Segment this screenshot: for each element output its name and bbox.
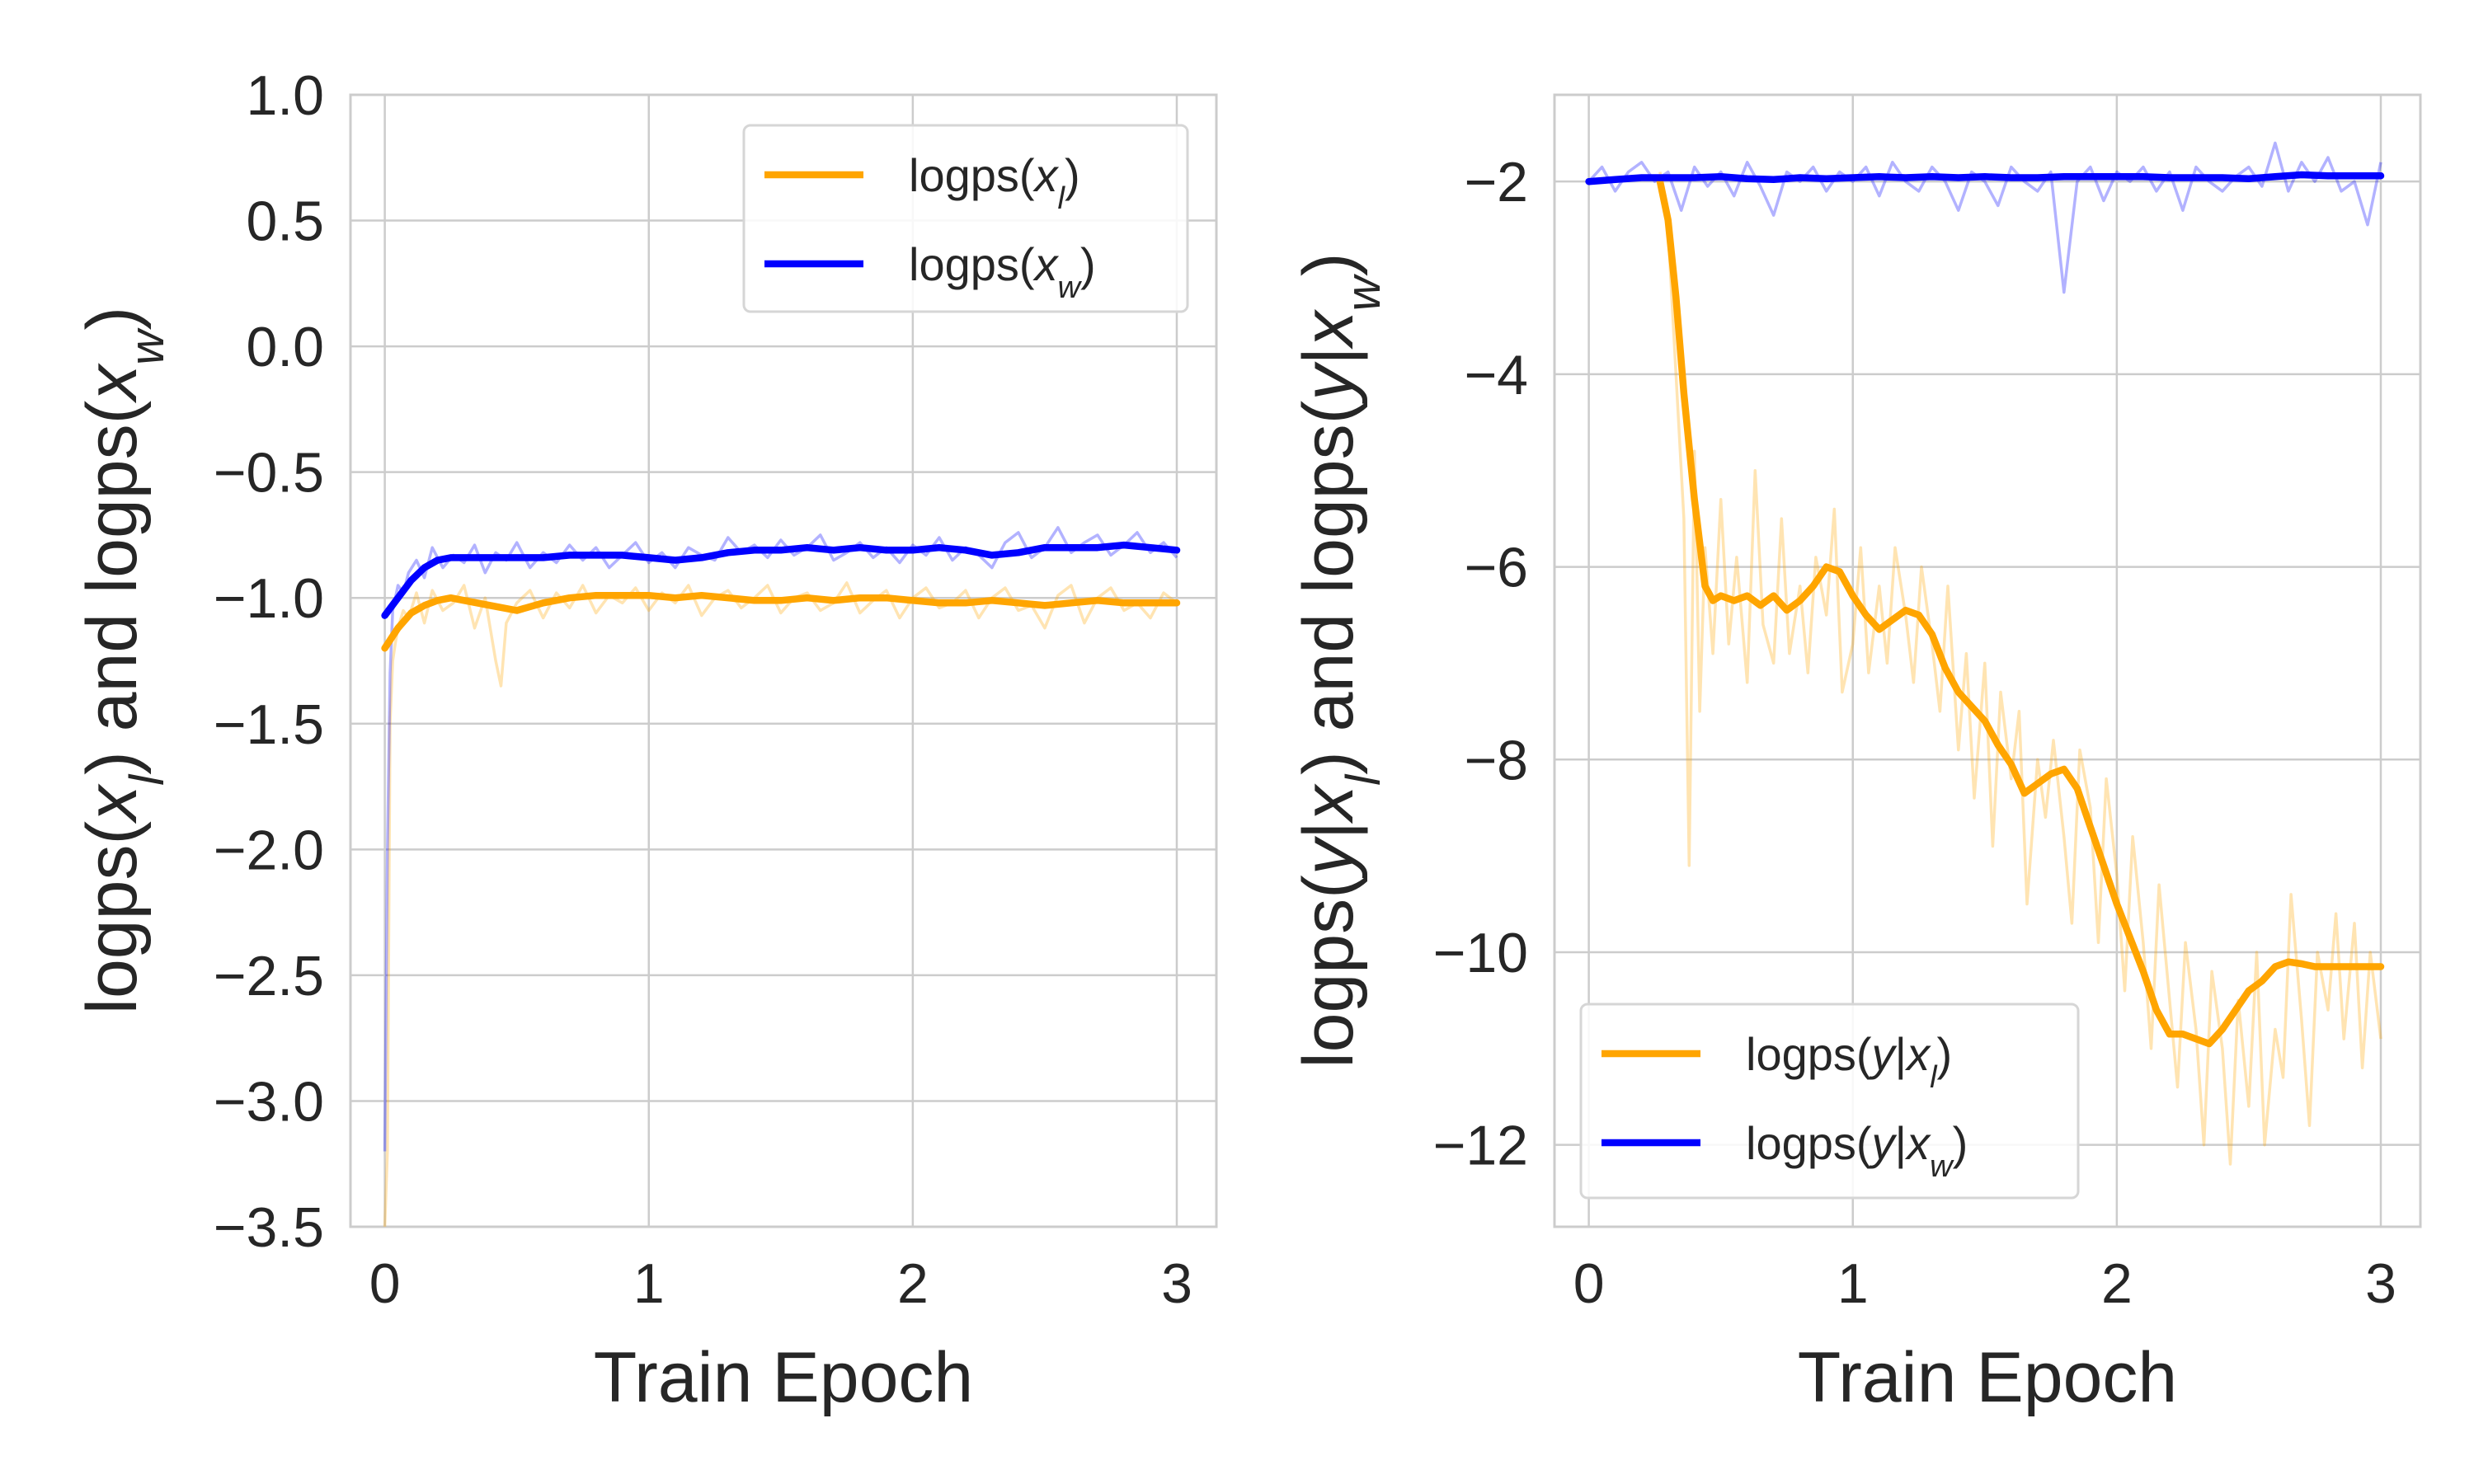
text-part: y	[1289, 361, 1368, 405]
legend-label-1: logps(y|xw)	[1746, 1117, 1968, 1184]
series-smoothed-line-0	[1656, 177, 2385, 1048]
y-tick-label: −8	[1464, 729, 1528, 791]
text-part: y	[1289, 835, 1368, 879]
series-raw-line-0	[383, 581, 1178, 1227]
y-tick-label: −3.0	[214, 1070, 324, 1133]
text-part: logps(	[1289, 875, 1368, 1068]
text-part: logps(	[909, 238, 1035, 290]
text-part: x	[1032, 149, 1060, 201]
legend-label-0: logps(y|xl)	[1746, 1028, 1952, 1095]
text-part: y	[1869, 1028, 1898, 1080]
y-tick-label: −2.0	[214, 819, 324, 881]
text-part: |	[1895, 1117, 1907, 1169]
text-part: ) and logps(	[1289, 400, 1368, 775]
text-part: |	[1289, 346, 1368, 364]
text-part: ) and logps(	[73, 400, 152, 775]
x-tick-label: 1	[633, 1252, 665, 1315]
text-part: )	[1080, 238, 1096, 290]
y-tick-label: −3.5	[214, 1196, 324, 1259]
left-chart: 0 1 2 3 1.0 0.5 0.0 −0.5 −1.0 −1.5 −2.0 −2.5 −3.0 −3.…	[73, 64, 1218, 1417]
x-axis-title: Train Epoch	[1798, 1338, 2178, 1417]
y-tick-label: 0.5	[246, 190, 324, 253]
data-layer	[381, 526, 1181, 1227]
text-part: x	[1032, 238, 1060, 290]
text-part: w	[1930, 1149, 1954, 1184]
y-tick-label: −12	[1433, 1115, 1528, 1177]
text-part: x	[1904, 1117, 1931, 1169]
series-smoothed-line-1	[381, 541, 1181, 619]
series-raw-line-1	[1587, 141, 2382, 294]
data-layer	[1585, 141, 2385, 1166]
plot-frame	[349, 93, 1218, 1228]
series-smoothed-line-0	[381, 591, 1181, 652]
plot-frame	[1553, 93, 2422, 1228]
x-axis-title: Train Epoch	[594, 1338, 974, 1417]
x-tick-label: 1	[1837, 1252, 1869, 1315]
y-tick-label: −4	[1464, 344, 1528, 406]
legend: logps(xl)logps(xw)	[742, 124, 1189, 313]
text-part: l	[1337, 773, 1390, 786]
y-tick-label: −10	[1433, 922, 1528, 984]
y-axis-title: logps(y|xl) and logps(y|xw)	[1289, 253, 1390, 1068]
y-axis-title: logps(xl) and logps(xw)	[73, 307, 174, 1014]
text-part: x	[1904, 1028, 1931, 1080]
text-part: logps(	[1746, 1117, 1872, 1169]
text-part: y	[1869, 1117, 1898, 1169]
x-tick-label: 2	[897, 1252, 929, 1315]
text-part: )	[1953, 1117, 1968, 1169]
x-tick-label: 2	[2101, 1252, 2133, 1315]
x-tick-label: 3	[2365, 1252, 2396, 1315]
text-part: w	[1337, 273, 1390, 311]
y-tick-label: −2	[1464, 151, 1528, 214]
x-tick-label: 0	[1573, 1252, 1605, 1315]
series-smoothed-line-1	[1585, 171, 2385, 186]
y-tick-label: 0.0	[246, 316, 324, 378]
series-raw-line-1	[383, 526, 1178, 1152]
y-tick-label: −0.5	[214, 442, 324, 505]
text-part: l	[1058, 181, 1066, 216]
text-part: l	[120, 773, 174, 786]
text-part: logps(	[909, 149, 1035, 201]
text-part: )	[1065, 149, 1080, 201]
text-part: w	[120, 327, 174, 365]
text-part: )	[73, 307, 152, 331]
y-tick-label: −1.0	[214, 567, 324, 630]
y-tick-label: −1.5	[214, 693, 324, 756]
legend: logps(y|xl)logps(y|xw)	[1579, 1003, 2080, 1200]
text-part: w	[1058, 270, 1083, 305]
text-part: |	[1289, 821, 1368, 839]
text-part: x	[73, 783, 152, 824]
text-part: logps(	[73, 821, 152, 1015]
text-part: |	[1895, 1028, 1907, 1080]
legend-label-1: logps(xw)	[909, 238, 1096, 305]
text-part: x	[73, 363, 152, 404]
text-part: x	[1289, 783, 1368, 824]
legend-label-0: logps(xl)	[909, 149, 1080, 216]
text-part: )	[1289, 253, 1368, 277]
x-tick-label: 0	[369, 1252, 401, 1315]
y-tick-label: −6	[1464, 537, 1528, 599]
text-part: l	[1930, 1060, 1938, 1095]
y-tick-label: −2.5	[214, 945, 324, 1007]
text-part: )	[1937, 1028, 1953, 1080]
legend-frame	[1579, 1003, 2080, 1200]
text-part: x	[1289, 308, 1368, 350]
text-part: logps(	[1746, 1028, 1872, 1080]
series-raw-line-0	[1658, 171, 2382, 1166]
y-tick-label: 1.0	[246, 64, 324, 127]
x-tick-label: 3	[1161, 1252, 1192, 1315]
